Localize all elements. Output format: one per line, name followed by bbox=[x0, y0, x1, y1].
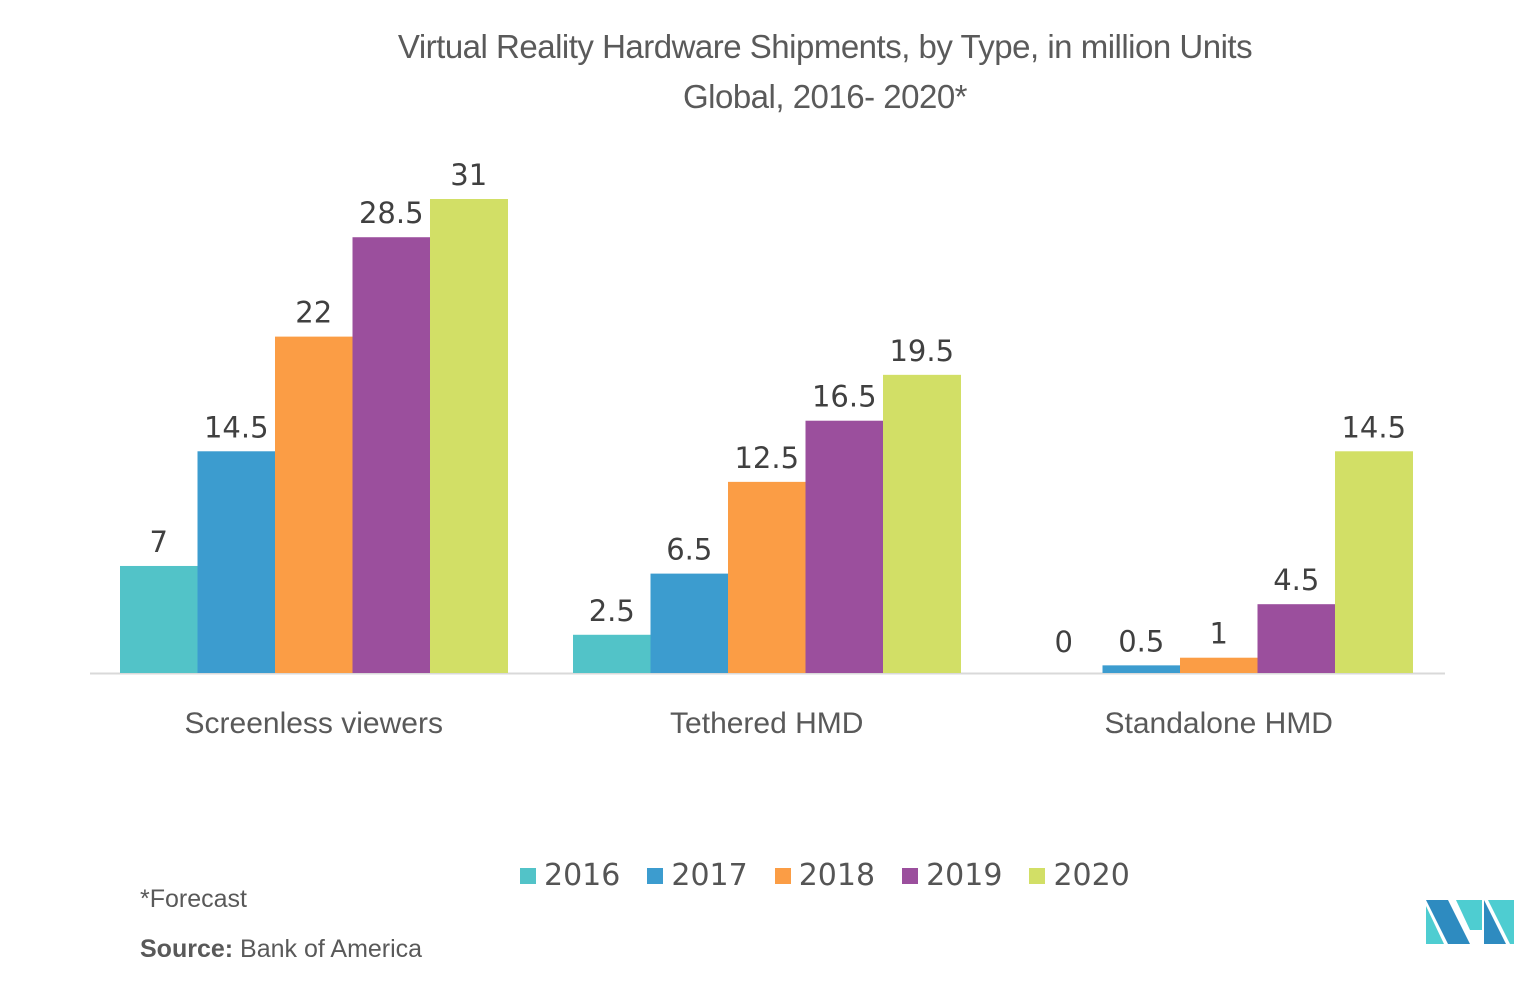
bar-2016-1 bbox=[573, 634, 651, 673]
data-label: 31 bbox=[450, 158, 487, 192]
legend-label: 2020 bbox=[1053, 858, 1130, 893]
legend-label: 2017 bbox=[671, 858, 748, 893]
bar-2017-0 bbox=[197, 451, 276, 673]
data-label: 0 bbox=[1055, 625, 1073, 659]
bar-2018-1 bbox=[728, 481, 806, 673]
legend-item-2020: 2020 bbox=[1029, 858, 1130, 893]
legend-swatch bbox=[647, 867, 664, 884]
bar-2019-2 bbox=[1257, 604, 1336, 673]
bar-2020-2 bbox=[1335, 451, 1413, 673]
source-label: Source: bbox=[140, 935, 234, 963]
data-label: 2.5 bbox=[589, 594, 635, 628]
chart-title: Virtual Reality Hardware Shipments, by T… bbox=[397, 28, 1253, 65]
legend-swatch bbox=[520, 867, 536, 884]
data-label: 22 bbox=[295, 296, 332, 330]
legend-swatch bbox=[774, 867, 791, 884]
bar-2017-1 bbox=[650, 573, 729, 673]
data-label: 14.5 bbox=[204, 410, 269, 444]
data-label: 12.5 bbox=[734, 441, 799, 475]
legend-item-2019: 2019 bbox=[902, 858, 1002, 893]
legend-label: 2018 bbox=[798, 858, 876, 893]
bar-2018-2 bbox=[1180, 657, 1258, 673]
chart-subtitle: Global, 2016- 2020* bbox=[682, 78, 968, 115]
source-line: Source: Bank of America bbox=[140, 935, 422, 964]
source-value: Bank of America bbox=[240, 935, 423, 963]
data-label: 1 bbox=[1210, 617, 1228, 651]
bar-2018-0 bbox=[275, 336, 353, 673]
chart-title-block: Virtual Reality Hardware Shipments, by T… bbox=[0, 22, 1516, 122]
data-label: 4.5 bbox=[1273, 563, 1319, 597]
bar-2020-0 bbox=[430, 199, 508, 673]
bar-2019-1 bbox=[805, 420, 884, 673]
bar-2019-0 bbox=[352, 237, 431, 673]
data-label: 7 bbox=[150, 525, 168, 559]
data-label: 19.5 bbox=[889, 334, 954, 368]
data-label: 28.5 bbox=[359, 196, 424, 230]
legend-label: 2019 bbox=[926, 858, 1003, 893]
legend: 2016 2017 2018 2019 2020 bbox=[520, 858, 1157, 893]
legend-label: 2016 bbox=[544, 858, 621, 893]
data-label: 16.5 bbox=[812, 380, 877, 414]
bar-2016-0 bbox=[120, 565, 198, 673]
bar-2017-2 bbox=[1102, 665, 1181, 673]
x-tick-label: Tethered HMD bbox=[670, 707, 863, 740]
x-tick-label: Standalone HMD bbox=[1105, 707, 1333, 740]
legend-item-2018: 2018 bbox=[774, 858, 876, 893]
data-label: 0.5 bbox=[1118, 624, 1164, 658]
forecast-note: *Forecast bbox=[140, 885, 247, 913]
data-label: 6.5 bbox=[666, 533, 712, 567]
legend-swatch bbox=[1029, 867, 1046, 884]
legend-swatch bbox=[902, 867, 919, 884]
company-logo-icon bbox=[1426, 900, 1514, 944]
data-label: 14.5 bbox=[1341, 410, 1406, 444]
legend-item-2017: 2017 bbox=[647, 858, 748, 893]
x-tick-label: Screenless viewers bbox=[185, 707, 443, 740]
legend-item-2016: 2016 bbox=[520, 858, 620, 893]
bar-2020-1 bbox=[883, 374, 961, 673]
